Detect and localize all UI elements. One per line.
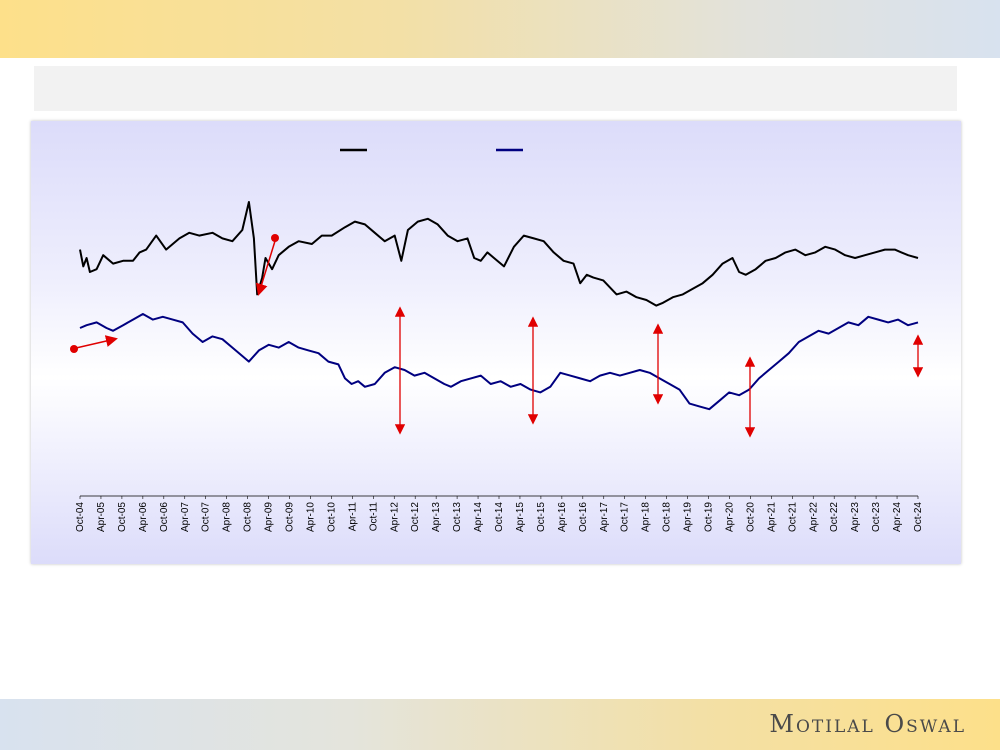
x-tick-label: Apr-13	[431, 502, 442, 532]
x-tick-label: Oct-20	[745, 502, 756, 532]
chart-panel: Oct-04 Apr-05 Oct-05 Apr-06 Oct-06 Apr-07 Oct-…	[31, 121, 961, 564]
x-tick-label: Oct-11	[368, 502, 379, 532]
x-tick-label: Apr-20	[724, 502, 735, 532]
annotation-dot-left	[70, 345, 78, 353]
x-tick-label: Apr-15	[515, 502, 526, 532]
x-tick-label: Oct-19	[704, 502, 715, 532]
x-tick-label: Oct-04	[75, 502, 86, 532]
x-tick-label: Oct-12	[410, 502, 421, 532]
x-tick-label: Oct-23	[871, 502, 882, 532]
x-tick-label: Apr-24	[892, 502, 903, 532]
annotation-arrow-2008	[255, 240, 276, 296]
x-tick-label: Oct-17	[620, 502, 631, 532]
x-tick-label: Apr-06	[138, 502, 149, 532]
x-tick-label: Oct-07	[201, 502, 212, 532]
x-tick-label: Oct-13	[452, 502, 463, 532]
x-tick-label: Oct-16	[578, 502, 589, 532]
motilal-oswal-logo: Motilal Oswal	[769, 710, 966, 738]
series-line-top	[79, 201, 919, 307]
x-tick-label: Apr-08	[222, 502, 233, 532]
x-tick-label: Apr-22	[808, 502, 819, 532]
x-tick-label: Oct-10	[326, 502, 337, 532]
series-line-bottom	[79, 313, 919, 411]
x-tick-label: Apr-05	[96, 502, 107, 532]
x-tick-label: Apr-07	[180, 502, 191, 532]
x-tick-label: Apr-11	[347, 502, 358, 532]
x-tick-label: Oct-22	[829, 502, 840, 532]
x-tick-label: Apr-17	[599, 502, 610, 532]
x-tick-label: Oct-18	[662, 502, 673, 532]
x-tick-label: Oct-14	[494, 502, 505, 532]
x-tick-label: Apr-14	[473, 502, 484, 532]
x-tick-label: Oct-05	[117, 502, 128, 532]
line-chart: Oct-04 Apr-05 Oct-05 Apr-06 Oct-06 Apr-07 Oct-…	[70, 148, 924, 532]
x-tick-label: Oct-09	[285, 502, 296, 532]
slide-title-box	[34, 66, 957, 111]
x-tick-label: Oct-24	[913, 502, 924, 532]
x-tick-label: Apr-09	[264, 502, 275, 532]
x-tick-label: Apr-12	[389, 502, 400, 532]
x-tick-label: Apr-23	[850, 502, 861, 532]
footer-band: Motilal Oswal	[0, 699, 1000, 750]
x-tick-label: Oct-08	[243, 502, 254, 532]
x-tick-label: Oct-21	[787, 502, 798, 532]
x-tick-label: Apr-19	[683, 502, 694, 532]
annotation-dot-2008	[271, 234, 279, 242]
annotation-arrow-left	[75, 335, 118, 349]
x-tick-label: Oct-15	[536, 502, 547, 532]
header-band	[0, 0, 1000, 58]
x-tick-label: Apr-21	[766, 502, 777, 532]
x-tick-label: Oct-06	[159, 502, 170, 532]
x-tick-label: Apr-10	[305, 502, 316, 532]
x-tick-label: Apr-18	[641, 502, 652, 532]
x-tick-label: Apr-16	[557, 502, 568, 532]
